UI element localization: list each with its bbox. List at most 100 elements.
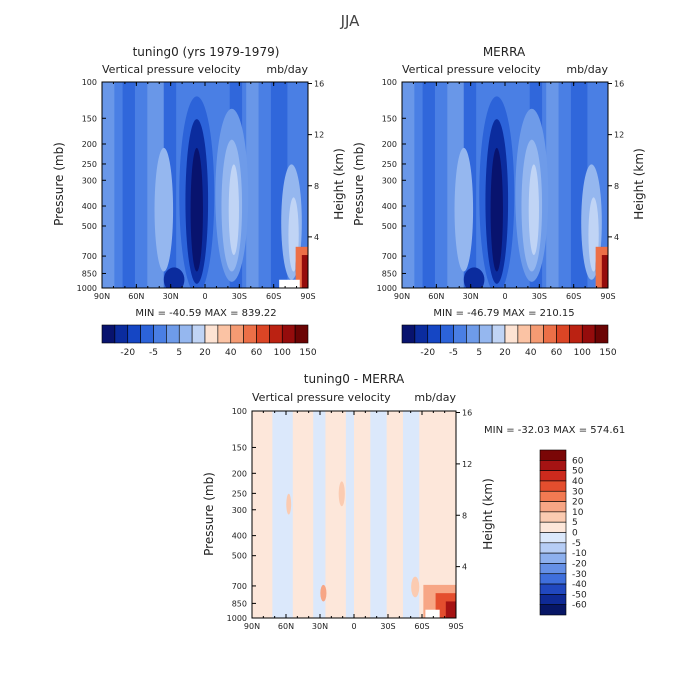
colorbar-box [556,324,570,344]
axes: 90N 60N 30N 0 30S 60S 90S 100 150 200 250 300 400 500… [227,407,473,631]
colorbar-label: 150 [299,348,316,358]
colorbar-box [478,324,493,344]
colorbar-box [539,542,567,554]
y-tick-label: 250 [232,489,247,498]
colorbar-label: 100 [574,348,591,358]
y-axis-label: Pressure (mb) [52,142,66,226]
y-tick-label: 250 [382,160,397,169]
panel-tuning0: tuning0 (yrs 1979-1979) Vertical pressur… [52,45,346,358]
colorbar-box [178,324,193,344]
panel-subtitle-left: Vertical pressure velocity [102,63,241,76]
colorbar: -20 -5 5 20 40 60 100 150 [401,324,617,358]
x-tick-label: 60S [566,292,581,301]
y-axis-right-label: Height (km) [481,478,495,549]
colorbar-label: 5 [572,518,578,528]
colorbar-box [569,324,583,344]
colorbar-box [140,324,154,344]
x-tick-label: 60N [278,622,294,631]
colorbar-box [281,324,296,344]
y-tick-label: 1000 [377,284,397,293]
y-tick-label: 150 [82,114,97,123]
colorbar-box [414,324,429,344]
y-tick-label: 400 [82,202,97,211]
axes: 90N 60N 30N 0 30S 60S 90S 100 150 200 250 300 400 500… [77,78,325,301]
x-tick-label: 90N [94,292,110,301]
panel-title: tuning0 - MERRA [304,372,405,386]
y-axis-label: Pressure (mb) [202,472,216,556]
panel-title: tuning0 (yrs 1979-1979) [133,45,280,59]
y-right-tick-label: 16 [614,80,624,89]
colorbar-box [440,324,454,344]
colorbar-box [243,324,257,344]
colorbar-box [114,324,129,344]
y-tick-label: 300 [382,176,397,185]
colorbar-box [539,521,567,533]
colorbar-box [101,324,116,344]
colorbar-label: 10 [572,508,584,518]
y-tick-label: 200 [232,469,247,478]
x-tick-label: 30N [163,292,179,301]
panel-title: MERRA [483,45,526,59]
y-right-tick-label: 12 [314,131,324,140]
colorbar-label: 20 [199,348,211,358]
y-tick-label: 700 [382,252,397,261]
contour-plot [402,82,608,288]
colorbar-box [127,324,141,344]
y-tick-label: 150 [382,114,397,123]
colorbar-label: 40 [525,348,537,358]
panel-merra: MERRA Vertical pressure velocity mb/day … [352,45,646,358]
y-tick-label: 1000 [77,284,97,293]
panel-subtitle-right: mb/day [414,391,456,404]
colorbar-label: 40 [225,348,237,358]
y-right-tick-label: 8 [614,182,619,191]
colorbar-box [539,470,567,482]
x-tick-label: 0 [502,292,507,301]
colorbar-box [230,324,244,344]
stats-text: MIN = -32.03 MAX = 574.61 [484,425,625,436]
colorbar-box [401,324,416,344]
x-tick-label: 60N [128,292,144,301]
y-tick-label: 500 [382,222,397,231]
colorbar-label: -20 [572,559,587,569]
colorbar-label: -5 [449,348,458,358]
y-tick-label: 100 [382,78,397,87]
x-tick-label: 30N [312,622,328,631]
panel-subtitle-right: mb/day [566,63,608,76]
panel-difference: tuning0 - MERRA Vertical pressure veloci… [202,372,625,631]
colorbar-box [543,324,557,344]
colorbar-label: -50 [572,590,587,600]
y-tick-label: 250 [82,160,97,169]
colorbar-label: -5 [149,348,158,358]
y-tick-label: 200 [82,140,97,149]
x-tick-label: 0 [202,292,207,301]
y-right-tick-label: 8 [462,511,467,520]
y-axis-right-label: Height (km) [632,148,646,219]
y-tick-label: 500 [82,222,97,231]
x-tick-label: 90S [300,292,315,301]
x-tick-label: 60N [428,292,444,301]
y-right-tick-label: 4 [462,563,467,572]
colorbar-box [594,324,609,344]
y-axis-label: Pressure (mb) [352,142,366,226]
colorbar-label: 0 [572,529,578,539]
y-tick-label: 850 [82,269,97,278]
colorbar-label: -5 [572,539,581,549]
x-tick-label: 90S [448,622,463,631]
colorbar-label: 150 [599,348,616,358]
colorbar-box [539,563,567,575]
colorbar-label: -20 [420,348,435,358]
y-right-tick-label: 12 [614,131,624,140]
y-right-tick-label: 8 [314,182,319,191]
figure-title: JJA [340,12,361,30]
y-right-tick-label: 12 [462,460,472,469]
colorbar-box [491,324,506,344]
colorbar-label: 20 [499,348,511,358]
colorbar-box [539,532,567,544]
colorbar-box [539,480,567,492]
colorbar-box [539,594,567,605]
stats-text: MIN = -40.59 MAX = 839.22 [135,308,276,319]
y-tick-label: 100 [82,78,97,87]
y-tick-label: 150 [232,443,247,452]
